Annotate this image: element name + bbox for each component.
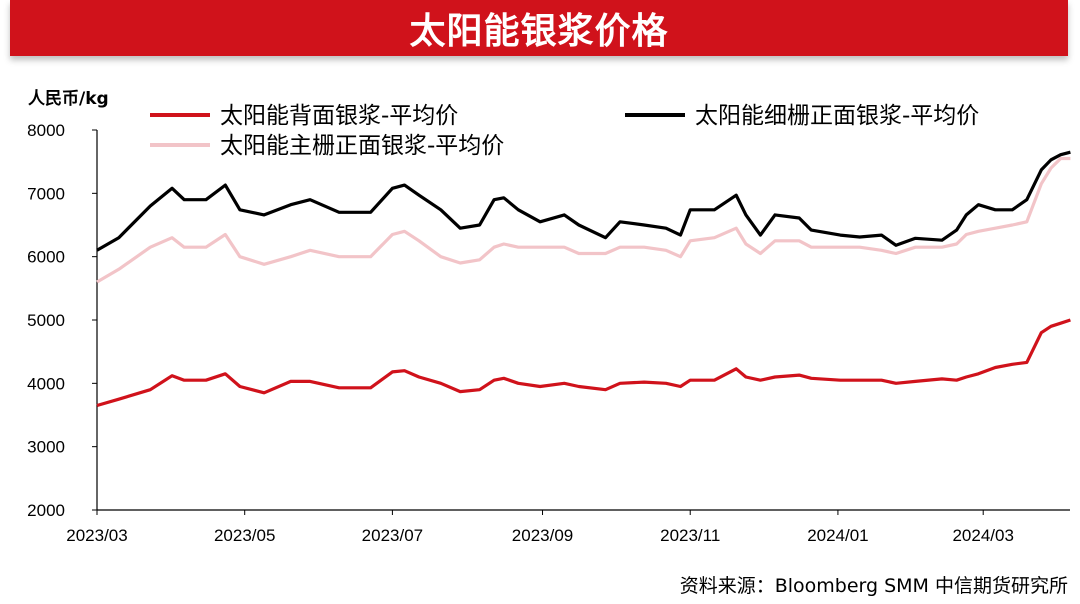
x-tick-label: 2023/07 (362, 526, 423, 545)
y-tick-label: 6000 (27, 248, 65, 267)
series-line-0 (96, 318, 1071, 408)
chart-title: 太阳能银浆价格 (409, 11, 669, 52)
y-tick-label: 3000 (27, 438, 65, 457)
series-lines (96, 150, 1071, 408)
source-note: 资料来源：Bloomberg SMM 中信期货研究所 (679, 575, 1068, 597)
legend-item: 太阳能细栅正面银浆-平均价 (625, 103, 979, 129)
y-axis-unit: 人民币/kg (28, 89, 109, 109)
x-tick-label: 2023/09 (512, 526, 573, 545)
axes: 2000 3000 4000 5000 6000 7000 8000 2023/03 2023/… (27, 121, 1070, 545)
x-tick-label: 2023/03 (66, 526, 127, 545)
x-tick-label: 2024/01 (807, 526, 868, 545)
y-tick-label: 5000 (27, 311, 65, 330)
series-line-2 (96, 156, 1071, 284)
x-tick-label: 2023/11 (660, 526, 720, 545)
legend-label: 太阳能主栅正面银浆-平均价 (220, 133, 504, 159)
y-tick-label: 2000 (27, 501, 65, 520)
legend-label: 太阳能细栅正面银浆-平均价 (695, 103, 979, 129)
y-tick-label: 8000 (27, 121, 65, 140)
legend-item: 太阳能主栅正面银浆-平均价 (150, 133, 504, 159)
legend-item: 太阳能背面银浆-平均价 (150, 103, 458, 129)
x-tick-label: 2024/03 (952, 526, 1013, 545)
title-bar: 太阳能银浆价格 (10, 0, 1068, 56)
y-tick-label: 7000 (27, 184, 65, 203)
legend-label: 太阳能背面银浆-平均价 (220, 103, 458, 129)
series-line-1 (96, 150, 1071, 252)
x-tick-label: 2023/05 (214, 526, 275, 545)
y-tick-label: 4000 (27, 374, 65, 393)
